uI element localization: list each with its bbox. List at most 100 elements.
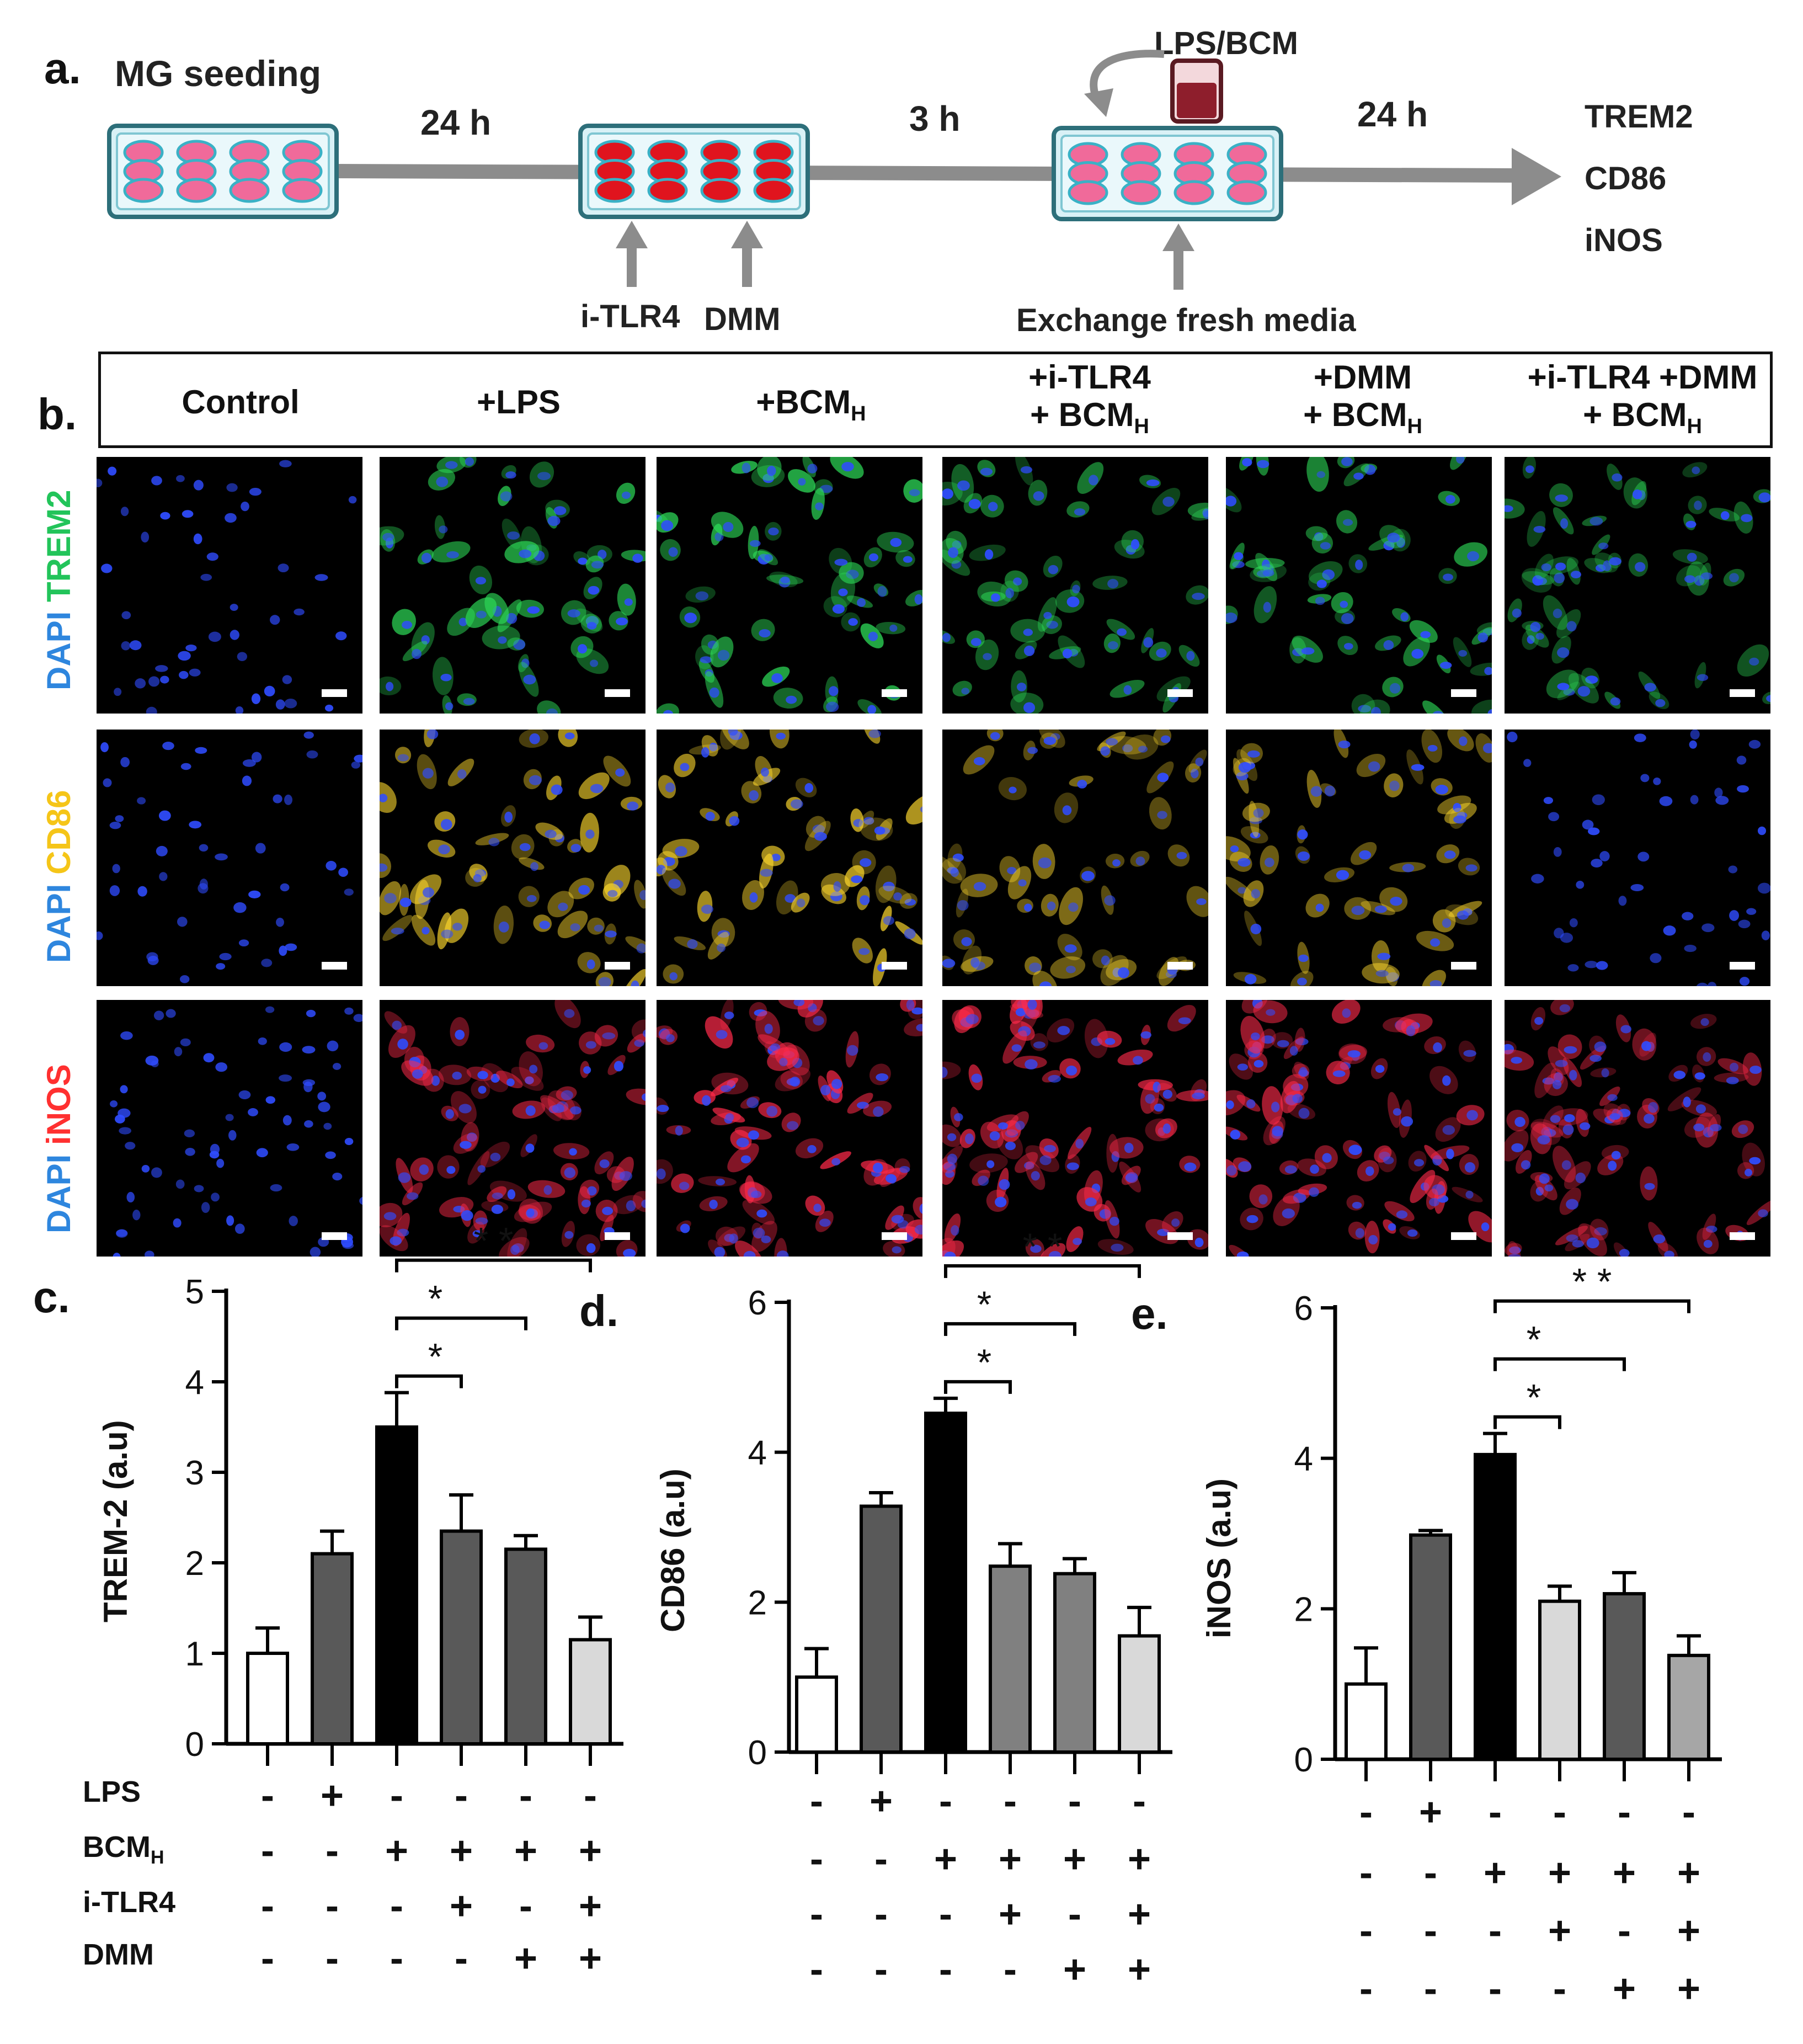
condition-sign: - [1004, 1947, 1017, 1992]
bar [1345, 1682, 1388, 1761]
fluorescence-micrograph-icon [942, 1000, 1208, 1257]
panel-a-label: a. [44, 44, 81, 93]
significance-bracket [1493, 1299, 1690, 1313]
significance-bracket [944, 1380, 1012, 1394]
condition-sign: - [390, 1774, 403, 1818]
condition-sign: + [1613, 1967, 1636, 2011]
significance-label: * [1527, 1377, 1541, 1419]
chart-panel-label: e. [1131, 1289, 1168, 1338]
condition-sign: + [1419, 1790, 1442, 1834]
condition-sign: + [934, 1837, 957, 1881]
bar [375, 1425, 418, 1745]
condition-sign: + [999, 1892, 1022, 1936]
fluorescence-micrograph-icon [657, 1000, 922, 1257]
condition-sign: - [874, 1837, 888, 1881]
well [123, 178, 164, 203]
condition-sign: + [1128, 1892, 1151, 1936]
condition-sign: - [455, 1936, 468, 1981]
marker-cd86-label: CD86 [1585, 161, 1667, 196]
condition-sign: - [810, 1779, 823, 1823]
fluorescence-micrograph-icon [942, 730, 1208, 986]
scale-bar [322, 689, 347, 697]
bar [1053, 1572, 1096, 1754]
condition-sign: + [1063, 1837, 1086, 1881]
column-header-line1: +i-TLR4 +DMM [1527, 359, 1758, 396]
chart-panel-label: d. [579, 1286, 619, 1335]
condition-sign: - [1489, 1909, 1502, 1953]
condition-sign: + [1677, 1967, 1700, 2011]
bar [860, 1504, 903, 1754]
bar [1118, 1634, 1161, 1754]
bar [924, 1412, 967, 1754]
condition-sign: + [1613, 1851, 1636, 1895]
column-header: Control [86, 384, 395, 421]
scale-bar [1451, 962, 1476, 970]
y-tick-label: 4 [748, 1434, 767, 1472]
well [647, 178, 688, 203]
exchange-media-label: Exchange fresh media [1016, 302, 1356, 338]
significance-label: * [1527, 1319, 1541, 1361]
well [1226, 180, 1267, 205]
scale-bar [1167, 689, 1193, 697]
micrograph-tile [1505, 457, 1770, 714]
chart-panel-label: c. [33, 1273, 70, 1322]
condition-sign: - [1068, 1892, 1081, 1936]
column-header-subscript: H [851, 402, 866, 425]
condition-sign: + [1677, 1851, 1700, 1895]
marker-trem2-label: TREM2 [1585, 99, 1693, 135]
well [176, 178, 217, 203]
well-plate-treatment [1052, 126, 1283, 221]
tube-icon [1170, 58, 1223, 124]
significance-bracket [395, 1374, 463, 1388]
bar [504, 1547, 547, 1745]
condition-row-label: LPS [83, 1775, 141, 1809]
workflow-schematic [107, 50, 1561, 290]
condition-sign: - [1424, 1909, 1437, 1953]
well [1068, 180, 1108, 205]
condition-sign: - [519, 1774, 532, 1818]
column-header-line1: +LPS [477, 384, 561, 420]
time-label-24h-second: 24 h [1357, 94, 1428, 134]
condition-sign: - [939, 1947, 952, 1992]
scale-bar [605, 962, 630, 970]
itlr4-label: i-TLR4 [580, 299, 680, 334]
fluorescence-micrograph-icon [380, 730, 646, 986]
condition-sign: - [1553, 1790, 1566, 1834]
condition-sign: + [1677, 1909, 1700, 1953]
bar [569, 1638, 612, 1745]
condition-header-box [98, 352, 1773, 448]
scale-bar [1167, 1232, 1193, 1240]
condition-sign: - [455, 1774, 468, 1818]
micrograph-tile [1226, 1000, 1492, 1257]
fluorescence-micrograph-icon [1226, 1000, 1492, 1257]
well [700, 178, 741, 203]
curved-arrow-icon [1090, 50, 1165, 104]
bar [1667, 1653, 1710, 1761]
micrograph-tile [97, 730, 362, 986]
micrograph-tile [942, 730, 1208, 986]
scale-bar [882, 1232, 907, 1240]
y-tick-label: 0 [748, 1734, 767, 1772]
column-header-subscript: H [1407, 415, 1422, 438]
column-header-line2: + BCM [1303, 396, 1407, 433]
bar [246, 1652, 289, 1745]
well [282, 178, 323, 203]
condition-sign: - [326, 1884, 339, 1928]
condition-sign: + [1548, 1851, 1571, 1895]
y-tick-label: 2 [185, 1545, 204, 1583]
condition-sign: - [939, 1779, 952, 1823]
bar-chart: 0 2 4 6 * * * * [1294, 1261, 1722, 1781]
column-header: +DMM + BCMH [1208, 359, 1517, 445]
scale-bar [1730, 1232, 1755, 1240]
condition-name: DMM [83, 1938, 154, 1971]
micrograph-tile [380, 457, 646, 714]
bar [1409, 1533, 1452, 1761]
fluorescence-micrograph-icon [942, 457, 1208, 714]
condition-sign: - [584, 1774, 597, 1818]
significance-label: * * [1572, 1261, 1612, 1303]
timeline-arrowhead [1512, 148, 1561, 205]
fluorescence-micrograph-icon [97, 460, 357, 714]
condition-sign: - [1359, 1790, 1373, 1834]
condition-sign: + [450, 1884, 473, 1928]
